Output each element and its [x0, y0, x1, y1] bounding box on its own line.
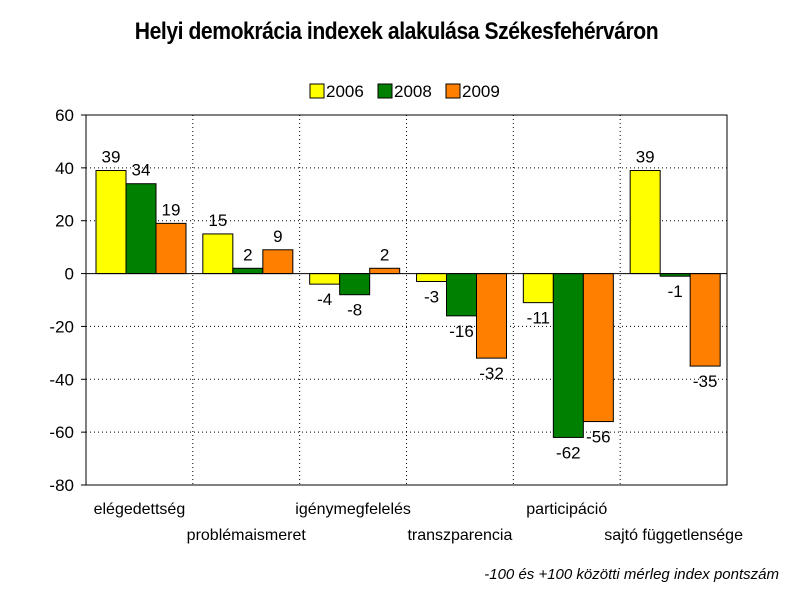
data-label: 2	[243, 245, 252, 264]
legend-label-2006: 2006	[326, 82, 364, 101]
bar-2008-2	[339, 273, 371, 296]
y-tick-label: 0	[65, 265, 74, 284]
y-tick-label: -40	[49, 370, 74, 389]
category-label: sajtó függetlensége	[604, 527, 743, 544]
legend-swatch-2006	[309, 83, 325, 99]
data-label: -35	[693, 372, 718, 391]
data-label: 39	[636, 148, 655, 167]
data-label: -4	[317, 290, 332, 309]
chart-title: Helyi demokrácia indexek alakulása Széke…	[134, 18, 659, 45]
bar-2006-5	[629, 170, 661, 275]
data-label: -62	[556, 443, 581, 462]
legend-swatch-2008	[377, 83, 393, 99]
chart-footnote: -100 és +100 közötti mérleg index pontsz…	[484, 566, 779, 583]
bar-2009-2	[369, 267, 401, 275]
bar-2008-3	[446, 273, 477, 317]
category-label: participáció	[526, 501, 607, 518]
y-tick-label: -60	[49, 423, 74, 442]
category-label: igénymegfelelés	[295, 501, 411, 518]
data-label: 19	[162, 200, 181, 219]
bar-2009-1	[262, 249, 294, 275]
legend-label-2009: 2009	[462, 82, 500, 101]
bar-2008-1	[232, 267, 264, 275]
bar-2006-0	[95, 170, 127, 275]
bar-2006-2	[309, 273, 341, 285]
legend-label-2008: 2008	[394, 82, 432, 101]
bar-2009-0	[155, 222, 187, 275]
data-label: 39	[102, 148, 121, 167]
bar-2008-4	[552, 273, 584, 438]
data-label: 9	[273, 227, 282, 246]
data-label: -11	[527, 309, 550, 328]
bar-2006-4	[522, 273, 554, 304]
data-label: -3	[424, 288, 439, 307]
data-label: -56	[586, 428, 611, 447]
data-label: 2	[380, 245, 389, 264]
y-tick-label: 40	[55, 159, 74, 178]
y-tick-label: -20	[49, 317, 74, 336]
bar-2009-4	[582, 273, 614, 423]
data-label: -32	[479, 364, 504, 383]
bar-2006-3	[416, 273, 447, 283]
category-label: problémaismeret	[187, 527, 307, 544]
data-label: -8	[347, 301, 362, 320]
data-label: 15	[208, 211, 227, 230]
y-tick-label: 20	[55, 212, 74, 231]
bar-2006-1	[202, 233, 234, 275]
bar-2008-0	[125, 183, 157, 275]
category-label: elégedettség	[94, 501, 186, 518]
bar-2009-3	[476, 273, 507, 359]
data-label: -1	[668, 282, 683, 301]
category-label: transzparencia	[407, 527, 512, 544]
data-label: 34	[132, 161, 151, 180]
y-tick-label: -80	[49, 476, 74, 495]
data-label: -16	[449, 322, 474, 341]
bar-2009-5	[689, 273, 721, 367]
y-tick-label: 60	[55, 106, 74, 125]
legend-swatch-2009	[445, 83, 461, 99]
